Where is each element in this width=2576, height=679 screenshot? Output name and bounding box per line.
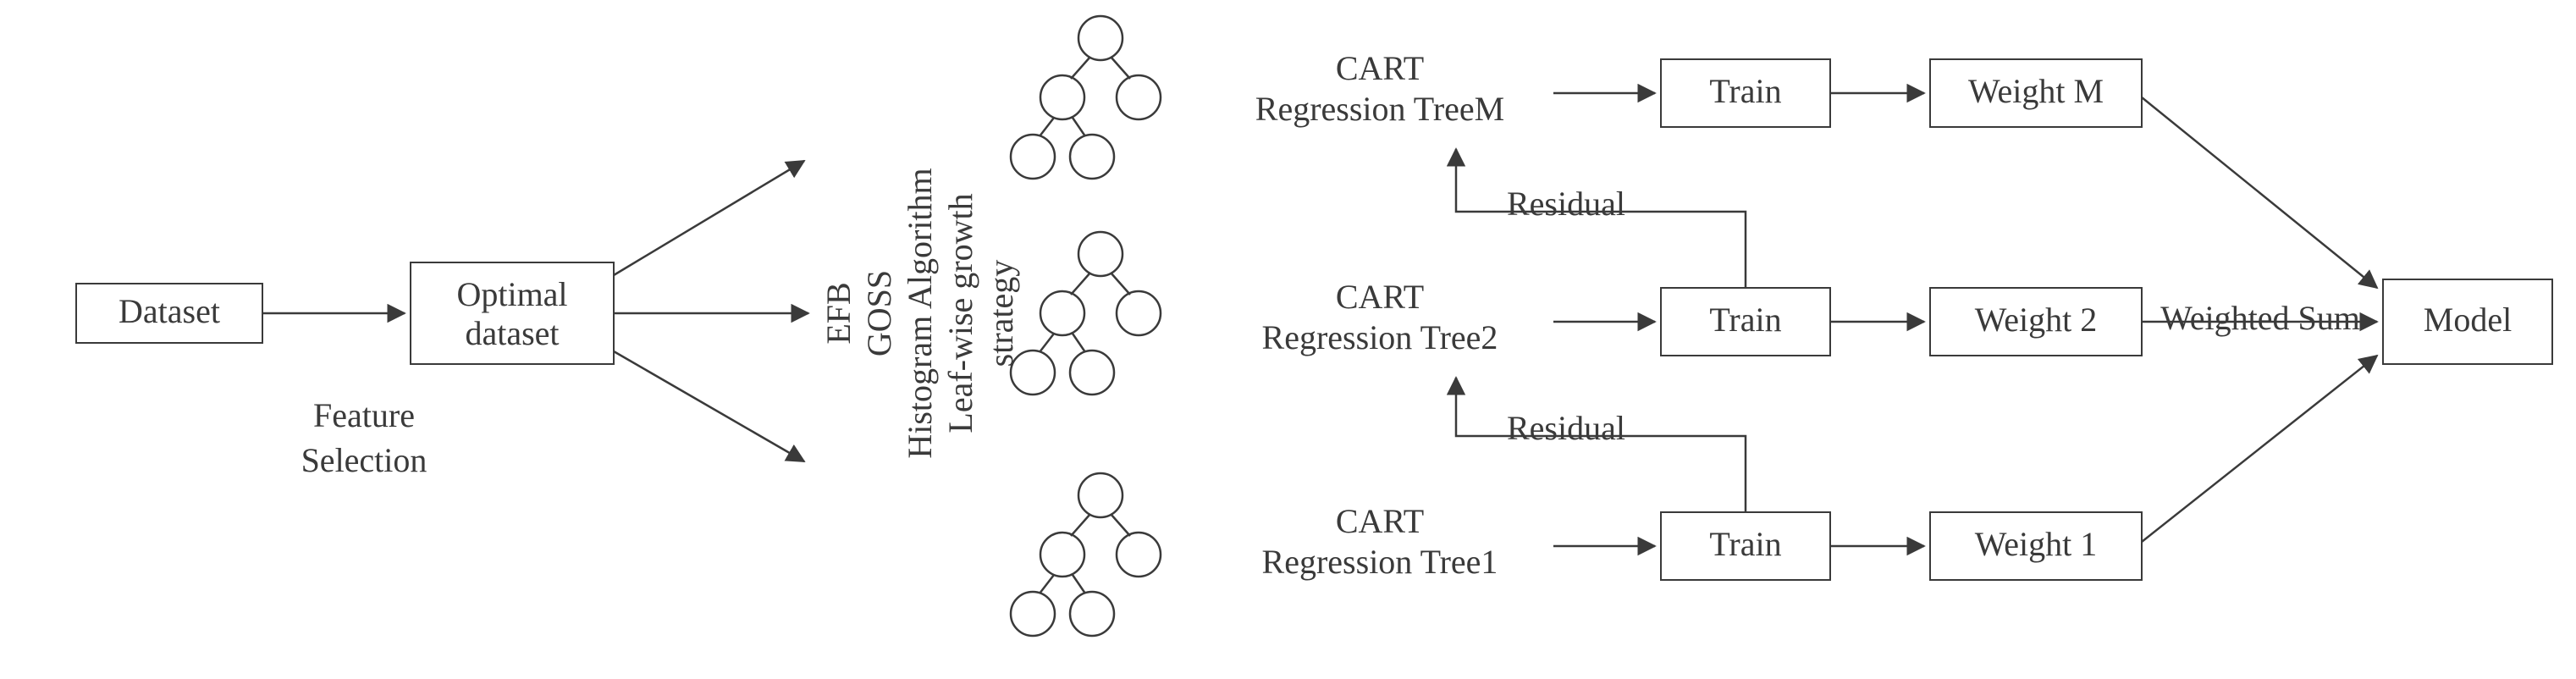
dataset-box: Dataset (76, 284, 262, 343)
cart-2-line2: Regression Tree2 (1262, 318, 1498, 356)
vert-hist: Histogram Algorithm (901, 168, 939, 458)
weight-1-box: Weight 1 (1930, 512, 2142, 580)
cart-tree-1-icon (1011, 473, 1161, 636)
weighted-sum-label: Weighted Sum (2160, 299, 2360, 337)
arrow-weightm-model (2142, 97, 2377, 288)
feature-selection-line1: Feature (313, 396, 415, 434)
cart-tree-m-icon (1011, 16, 1161, 179)
cart-tree-2-icon (1011, 232, 1161, 395)
weight-1-label: Weight 1 (1975, 525, 2098, 563)
cart-1-line1: CART (1336, 502, 1424, 540)
residual-label-top: Residual (1507, 185, 1625, 223)
weight-m-box: Weight M (1930, 59, 2142, 127)
train-1-label: Train (1709, 525, 1781, 563)
optimal-dataset-box: Optimal dataset (411, 262, 614, 364)
model-label: Model (2424, 301, 2512, 339)
vert-goss: GOSS (860, 270, 898, 356)
train-m-box: Train (1661, 59, 1830, 127)
cart-m-line2: Regression TreeM (1255, 90, 1504, 128)
vert-leaf1: Leaf-wise growth (941, 193, 979, 433)
weight-2-label: Weight 2 (1975, 301, 2098, 339)
optimal-line1: Optimal (456, 275, 567, 313)
dataset-label: Dataset (119, 292, 220, 330)
weight-m-label: Weight M (1968, 72, 2104, 110)
train-m-label: Train (1709, 72, 1781, 110)
arrow-weight1-model (2142, 356, 2377, 542)
vert-efb: EFB (819, 282, 858, 344)
optimal-line2: dataset (465, 314, 559, 352)
cart-1-line2: Regression Tree1 (1262, 543, 1498, 581)
residual-label-bot: Residual (1507, 409, 1625, 447)
vert-leaf2: strategy (982, 260, 1020, 367)
train-1-box: Train (1661, 512, 1830, 580)
feature-selection-line2: Selection (301, 441, 427, 479)
cart-m-line1: CART (1336, 49, 1424, 87)
weight-2-box: Weight 2 (1930, 288, 2142, 356)
model-box: Model (2383, 279, 2552, 364)
train-2-label: Train (1709, 301, 1781, 339)
cart-2-line1: CART (1336, 278, 1424, 316)
arrow-fan-bot (614, 351, 804, 461)
train-2-box: Train (1661, 288, 1830, 356)
arrow-fan-top (614, 161, 804, 275)
